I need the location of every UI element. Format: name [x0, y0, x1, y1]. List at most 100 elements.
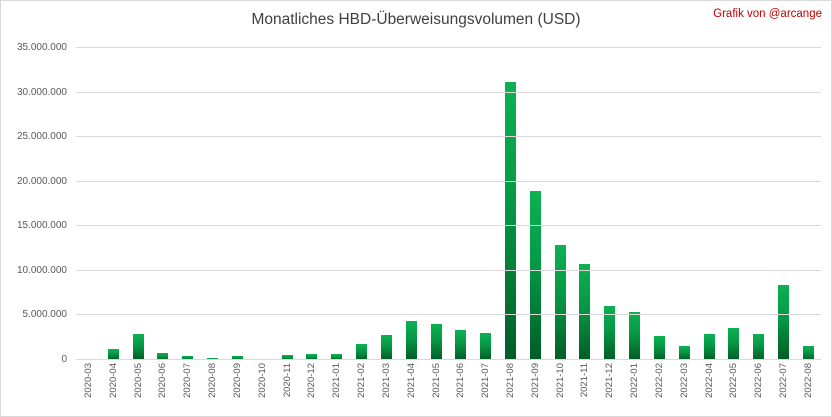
y-tick-label: 25.000.000 — [16, 131, 67, 143]
x-tick-slot: 2022-08 — [796, 363, 821, 398]
x-tick-slot: 2021-04 — [399, 363, 424, 398]
x-tick-label: 2021-12 — [604, 363, 616, 398]
x-tick-label: 2021-10 — [554, 363, 566, 398]
x-tick-slot: 2021-12 — [597, 363, 622, 398]
bar — [380, 335, 392, 360]
x-tick-slot: 2022-05 — [722, 363, 747, 398]
gridline — [76, 225, 821, 227]
gridline — [76, 359, 821, 360]
bar — [554, 245, 566, 360]
x-tick-label: 2022-05 — [728, 363, 740, 398]
y-tick-label: 10.000.000 — [16, 264, 67, 276]
bar-slot — [101, 48, 126, 360]
x-tick-slot: 2020-08 — [200, 363, 225, 398]
x-tick-label: 2020-04 — [107, 363, 119, 398]
x-tick-label: 2022-03 — [678, 363, 690, 398]
bar — [132, 334, 144, 360]
gridline — [76, 91, 821, 93]
gridline — [76, 136, 821, 138]
bar — [430, 324, 442, 360]
x-tick-label: 2020-05 — [132, 363, 144, 398]
bar — [604, 305, 616, 360]
y-tick-label: 15.000.000 — [16, 220, 67, 232]
x-tick-slot: 2022-03 — [672, 363, 697, 398]
y-tick-label: 0 — [61, 354, 67, 365]
bar — [480, 333, 492, 360]
bar-slot — [647, 48, 672, 360]
bar — [504, 81, 516, 360]
x-tick-label: 2022-07 — [778, 363, 790, 398]
x-tick-slot: 2022-01 — [622, 363, 647, 398]
bar-slot — [672, 48, 697, 360]
bars-row — [76, 48, 821, 360]
bar — [281, 355, 293, 360]
y-tick-label: 20.000.000 — [16, 175, 67, 187]
bar — [107, 349, 119, 360]
x-tick-label: 2020-11 — [281, 363, 293, 398]
x-tick-label: 2021-09 — [529, 363, 541, 398]
x-tick-slot: 2021-11 — [573, 363, 598, 398]
x-tick-label: 2022-02 — [653, 363, 665, 398]
bar-slot — [250, 48, 275, 360]
x-tick-label: 2022-06 — [753, 363, 765, 398]
bar-slot — [200, 48, 225, 360]
x-axis: 2020-03 2020-04 2020-05 2020-06 2020-07 2020-… — [76, 363, 821, 398]
x-tick-slot: 2021-09 — [523, 363, 548, 398]
bar-slot — [448, 48, 473, 360]
x-tick-slot: 2021-02 — [349, 363, 374, 398]
x-tick-slot: 2021-08 — [498, 363, 523, 398]
bar-slot — [796, 48, 821, 360]
x-tick-slot: 2021-01 — [324, 363, 349, 398]
x-tick-slot: 2020-11 — [275, 363, 300, 398]
x-tick-label: 2021-01 — [331, 363, 343, 398]
bar — [356, 343, 368, 360]
y-tick-label: 30.000.000 — [16, 86, 67, 98]
bar-slot — [324, 48, 349, 360]
bar — [728, 328, 740, 360]
x-tick-label: 2022-04 — [703, 363, 715, 398]
x-tick-slot: 2021-06 — [448, 363, 473, 398]
x-tick-slot: 2020-09 — [225, 363, 250, 398]
bar-slot — [299, 48, 324, 360]
bar — [802, 345, 814, 360]
x-tick-label: 2022-08 — [802, 363, 814, 398]
bar — [231, 356, 243, 360]
gridline — [76, 180, 821, 182]
x-tick-slot: 2020-05 — [126, 363, 151, 398]
bar-slot — [523, 48, 548, 360]
x-tick-slot: 2021-07 — [473, 363, 498, 398]
bar — [703, 334, 715, 360]
x-tick-slot: 2021-03 — [374, 363, 399, 398]
bar — [455, 329, 467, 360]
bar — [306, 353, 318, 360]
x-tick-label: 2020-08 — [207, 363, 219, 398]
gridline — [76, 314, 821, 316]
bar — [678, 346, 690, 360]
bar-slot — [399, 48, 424, 360]
x-tick-label: 2021-07 — [480, 363, 492, 398]
x-tick-label: 2020-07 — [182, 363, 194, 398]
bar — [157, 352, 169, 360]
bar-slot — [225, 48, 250, 360]
x-tick-label: 2022-01 — [629, 363, 641, 398]
bar — [579, 263, 591, 360]
x-tick-label: 2021-11 — [579, 363, 591, 398]
x-tick-slot: 2020-07 — [175, 363, 200, 398]
x-tick-label: 2021-08 — [504, 363, 516, 398]
bar-slot — [150, 48, 175, 360]
bar-slot — [175, 48, 200, 360]
bar-slot — [424, 48, 449, 360]
x-tick-label: 2020-09 — [231, 363, 243, 398]
bar-slot — [697, 48, 722, 360]
x-tick-label: 2020-10 — [256, 363, 268, 398]
gridline — [76, 269, 821, 271]
credit-label: Grafik von @arcange — [713, 8, 822, 20]
x-tick-label: 2020-06 — [157, 363, 169, 398]
x-tick-slot: 2021-05 — [424, 363, 449, 398]
bar-slot — [722, 48, 747, 360]
bar — [331, 354, 343, 360]
bar-slot — [548, 48, 573, 360]
chart-title: Monatliches HBD-Überweisungsvolumen (USD… — [251, 11, 581, 28]
bar — [405, 320, 417, 360]
